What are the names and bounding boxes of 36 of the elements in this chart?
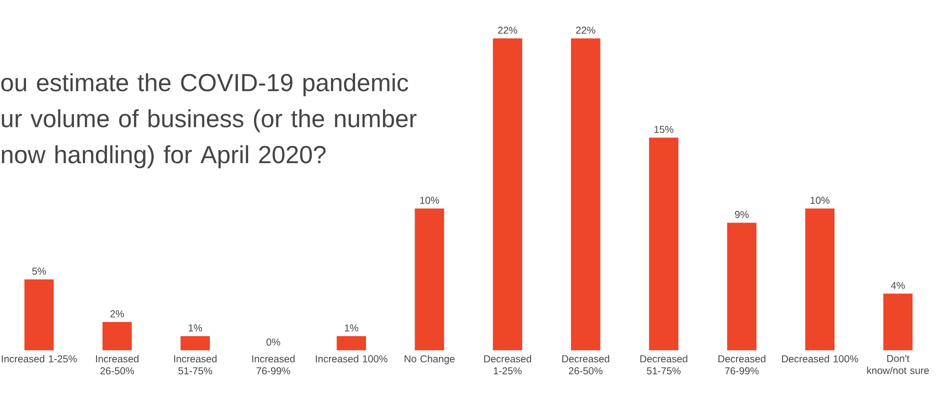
x-tick-label: Decreased 100% bbox=[782, 355, 858, 362]
data-label: 22% bbox=[576, 26, 596, 34]
bar bbox=[649, 138, 678, 350]
data-label: 10% bbox=[420, 196, 440, 204]
bar bbox=[805, 208, 835, 350]
bar bbox=[883, 294, 913, 350]
x-tick-label: Decreased 51-75% bbox=[640, 355, 688, 374]
data-label: 22% bbox=[498, 26, 518, 34]
data-label: 1% bbox=[188, 324, 202, 332]
x-tick-label: Increased 51-75% bbox=[174, 355, 217, 374]
bar bbox=[180, 336, 210, 350]
data-label: 1% bbox=[344, 324, 358, 332]
x-tick-label: Decreased 76-99% bbox=[718, 355, 766, 374]
data-label: 0% bbox=[266, 338, 280, 346]
bar bbox=[102, 322, 132, 350]
text: ou estimate the COVID-19 pandemic ur volume of business (or the number now handling) for April 2020? bbox=[1, 73, 417, 168]
bar bbox=[24, 279, 54, 350]
data-label: 4% bbox=[890, 282, 905, 289]
bar bbox=[492, 38, 522, 350]
x-tick-label: Decreased 26-50% bbox=[562, 355, 610, 374]
x-tick-label: Increased 26-50% bbox=[96, 355, 138, 374]
bar bbox=[570, 38, 600, 350]
x-tick-label: No Change bbox=[404, 355, 455, 364]
data-label: 10% bbox=[810, 196, 830, 204]
data-label: 15% bbox=[654, 126, 674, 133]
bar bbox=[414, 208, 444, 350]
bar bbox=[336, 336, 366, 350]
bar bbox=[727, 222, 756, 350]
data-label: 5% bbox=[32, 268, 46, 275]
x-tick-label: Increased 76-99% bbox=[252, 355, 295, 374]
x-tick-label: Don't know/not sure bbox=[867, 355, 929, 374]
x-tick-label: Increased 1-25% bbox=[2, 355, 77, 362]
x-tick-label: Decreased 1-25% bbox=[484, 355, 532, 374]
data-label: 2% bbox=[110, 310, 124, 318]
data-label: 9% bbox=[735, 210, 749, 218]
x-tick-label: Increased 100% bbox=[316, 355, 388, 362]
